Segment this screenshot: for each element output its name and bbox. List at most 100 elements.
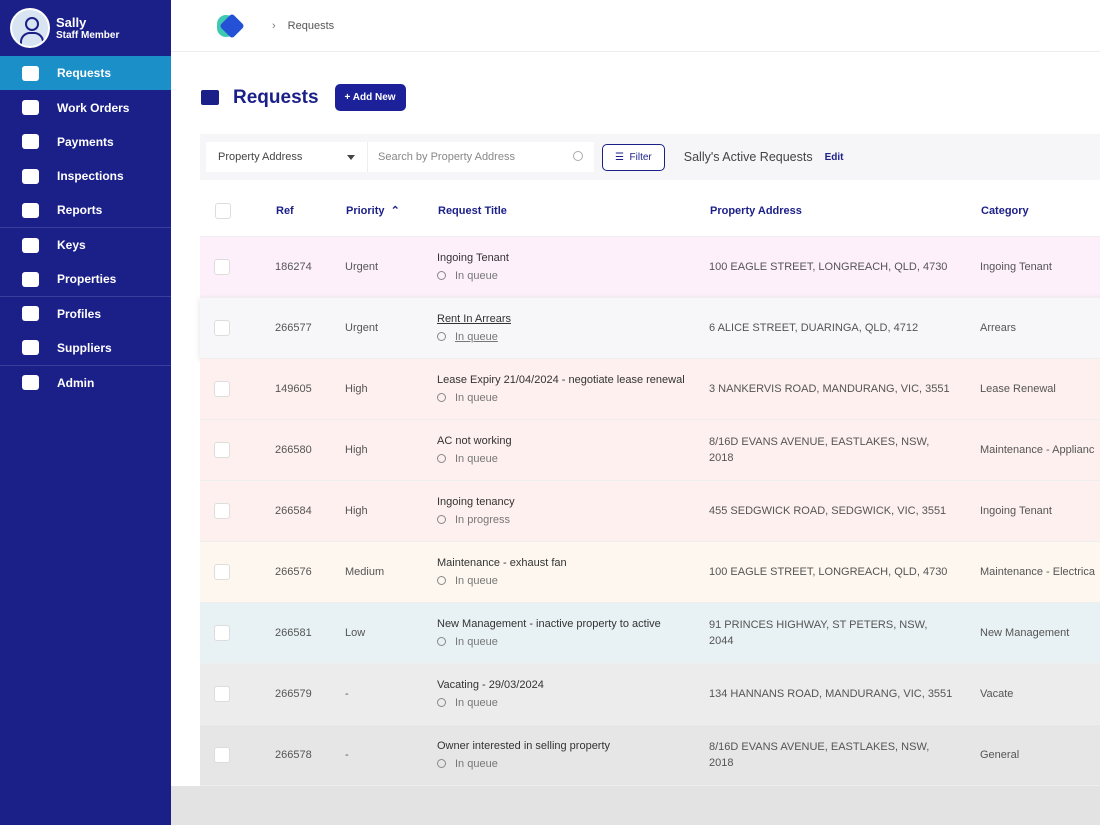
request-row[interactable]: 266580 High AC not working In queue 8/16D EV… <box>200 419 1100 481</box>
ref-cell: 266579 <box>275 663 345 725</box>
nav-item[interactable]: Admin <box>0 366 171 400</box>
request-row[interactable]: 186274 Urgent Ingoing Tenant In queue 100 EA… <box>200 236 1100 298</box>
field-select[interactable]: Property Address <box>206 142 368 172</box>
breadcrumb-separator: › <box>272 19 276 32</box>
priority-cell: Urgent <box>345 297 437 359</box>
row-checkbox[interactable] <box>214 563 230 580</box>
title-cell: Rent In Arrears In queue <box>437 297 709 359</box>
row-checkbox[interactable] <box>214 502 230 519</box>
nav-item[interactable]: Requests <box>0 56 171 91</box>
priority-cell: - <box>345 663 437 725</box>
request-status: In progress <box>437 512 685 528</box>
address-cell: 3 NANKERVIS ROAD, MANDURANG, VIC, 3551 <box>709 358 980 420</box>
column-label: Property Address <box>710 204 802 217</box>
request-title-text[interactable]: AC not working <box>437 434 512 447</box>
avatar <box>10 8 50 48</box>
priority-cell: Urgent <box>345 236 437 298</box>
address-cell: 8/16D EVANS AVENUE, EASTLAKES, NSW, 2018 <box>709 419 980 481</box>
status-text: In queue <box>455 574 498 587</box>
add-button[interactable]: + Add New <box>334 84 406 111</box>
user-role: Staff Member <box>56 30 120 41</box>
request-title-text[interactable]: Rent In Arrears <box>437 312 511 325</box>
request-row[interactable]: 266584 High Ingoing tenancy In progress 455 … <box>200 480 1100 542</box>
request-row[interactable]: 266577 Urgent Rent In Arrears In queue 6 ALI… <box>200 297 1100 359</box>
bottom-area <box>171 786 1100 825</box>
header-row: Ref Priority ⌃ Request Title Property Addre… <box>200 186 1100 237</box>
request-title-text[interactable]: Owner interested in selling property <box>437 739 611 752</box>
row-checkbox[interactable] <box>214 258 230 275</box>
request-row[interactable]: 149605 High Lease Expiry 21/04/2024 - nego… <box>200 358 1100 420</box>
row-checkbox[interactable] <box>214 380 230 397</box>
request-row[interactable]: 266576 Medium Maintenance - exhaust fan In … <box>200 541 1100 603</box>
nav-label: Properties <box>57 272 117 287</box>
category-cell: Vacate <box>980 663 1100 725</box>
status-text: In queue <box>455 330 498 343</box>
row-checkbox[interactable] <box>214 624 230 641</box>
breadcrumb[interactable]: Requests <box>287 19 335 32</box>
title-icon <box>201 90 219 105</box>
user-profile[interactable]: Sally Staff Member <box>0 0 171 56</box>
row-checkbox[interactable] <box>214 319 230 336</box>
request-title-text[interactable]: New Management - inactive property to ac… <box>437 617 661 630</box>
nav-label: Keys <box>57 238 86 253</box>
search-box[interactable]: Search by Property Address <box>368 142 594 172</box>
address-cell: 100 EAGLE STREET, LONGREACH, QLD, 4730 <box>709 541 980 603</box>
address-cell: 8/16D EVANS AVENUE, EASTLAKES, NSW, 2018 <box>709 724 980 786</box>
column-header[interactable]: Property Address <box>709 186 980 237</box>
request-title-text[interactable]: Ingoing Tenant <box>437 251 509 264</box>
nav-item[interactable]: Suppliers <box>0 331 171 366</box>
request-title: Maintenance - exhaust fan <box>437 555 685 571</box>
request-row[interactable]: 266579- Vacating - 29/03/2024 In queue 134 … <box>200 663 1100 725</box>
nav-item[interactable]: Properties <box>0 262 171 297</box>
nav-item[interactable]: Profiles <box>0 297 171 331</box>
page-title: Requests <box>233 86 319 108</box>
category-cell: Ingoing Tenant <box>980 236 1100 298</box>
column-header[interactable]: Ref <box>275 186 345 237</box>
nav-icon <box>22 340 39 356</box>
logo[interactable] <box>216 13 242 39</box>
top-bar: › Requests <box>171 0 1100 52</box>
priority-cell: High <box>345 358 437 420</box>
request-title-text[interactable]: Lease Expiry 21/04/2024 - negotiate leas… <box>437 373 685 386</box>
status-text: In progress <box>455 513 511 526</box>
nav-label: Profiles <box>57 306 102 321</box>
ref-cell: 266577 <box>275 297 345 359</box>
nav-item[interactable]: Work Orders <box>0 90 171 124</box>
row-checkbox[interactable] <box>214 746 230 763</box>
sidebar: Sally Staff Member Requests Work Orders Pa… <box>0 0 171 825</box>
request-row[interactable]: 266578- Owner interested in selling prope… <box>200 724 1100 786</box>
title-cell: AC not working In queue <box>437 419 709 481</box>
nav-item[interactable]: Payments <box>0 125 171 159</box>
select-all-checkbox[interactable] <box>215 202 231 219</box>
nav-icon <box>22 168 39 184</box>
checkbox-cell <box>200 724 275 786</box>
request-title-text[interactable]: Maintenance - exhaust fan <box>437 556 567 569</box>
nav-item[interactable]: Keys <box>0 228 171 262</box>
ref-cell: 266578 <box>275 724 345 786</box>
edit-link[interactable]: Edit <box>824 151 844 163</box>
request-status: In queue <box>437 573 685 589</box>
column-header[interactable]: Category <box>980 186 1100 237</box>
nav-item[interactable]: Reports <box>0 194 171 228</box>
add-button-label: Add New <box>352 92 396 103</box>
ref-cell: 266581 <box>275 602 345 664</box>
column-header[interactable]: Request Title <box>437 186 709 237</box>
request-status: In queue <box>437 268 685 284</box>
row-checkbox[interactable] <box>214 441 230 458</box>
priority-cell: High <box>345 480 437 542</box>
nav-item[interactable]: Inspections <box>0 159 171 193</box>
ref-cell: 266580 <box>275 419 345 481</box>
filter-button[interactable]: ☰ Filter <box>602 143 665 171</box>
request-title-text[interactable]: Vacating - 29/03/2024 <box>437 678 544 691</box>
nav-icon <box>22 202 39 218</box>
request-status: In queue <box>437 451 685 467</box>
request-row[interactable]: 266581 Low New Management - inactive prope… <box>200 602 1100 664</box>
row-checkbox[interactable] <box>214 685 230 702</box>
category-cell: New Management <box>980 602 1100 664</box>
checkbox-cell <box>200 602 275 664</box>
request-title: AC not working <box>437 433 685 449</box>
request-title-text[interactable]: Ingoing tenancy <box>437 495 515 508</box>
column-header[interactable]: Priority ⌃ <box>345 186 437 237</box>
request-title: Rent In Arrears <box>437 311 685 327</box>
